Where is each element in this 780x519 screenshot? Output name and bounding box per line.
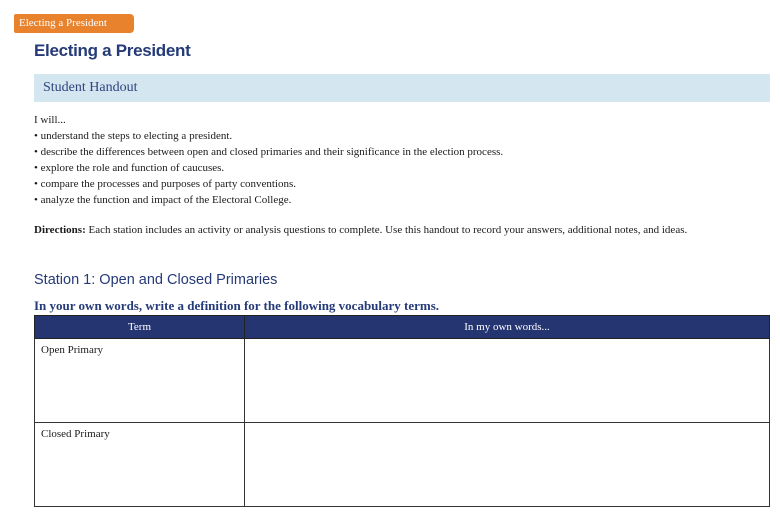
handout-band: Student Handout — [34, 74, 770, 102]
term-cell: Open Primary — [34, 338, 245, 423]
instruction: In your own words, write a definition fo… — [34, 298, 440, 313]
intro-text: I will... — [34, 114, 66, 126]
directions-label: Directions: — [34, 224, 86, 236]
answer-cell[interactable] — [244, 422, 770, 507]
directions-text: Each station includes an activity or ana… — [85, 224, 688, 236]
table-row: Closed Primary — [34, 422, 770, 507]
goal-item: describe the differences between open an… — [34, 144, 754, 160]
station-heading: Station 1: Open and Closed Primaries — [34, 272, 278, 288]
term-cell: Closed Primary — [34, 422, 245, 507]
goal-item: compare the processes and purposes of pa… — [34, 176, 754, 192]
section-tag: Electing a President — [14, 14, 134, 33]
header-term: Term — [34, 315, 245, 339]
goal-item: analyze the function and impact of the E… — [34, 192, 754, 208]
header-own-words: In my own words... — [244, 315, 770, 339]
table-row: Open Primary — [34, 338, 770, 423]
band-title: Student Handout — [43, 80, 138, 95]
goals-section: I will... understand the steps to electi… — [34, 112, 754, 208]
answer-cell[interactable] — [244, 338, 770, 423]
vocab-table: Term In my own words... Open Primary Clos… — [34, 315, 770, 507]
page-title: Electing a President — [34, 41, 191, 60]
directions: Directions: Each station includes an act… — [34, 222, 744, 239]
goal-item: understand the steps to electing a presi… — [34, 128, 754, 144]
goal-item: explore the role and function of caucuse… — [34, 160, 754, 176]
